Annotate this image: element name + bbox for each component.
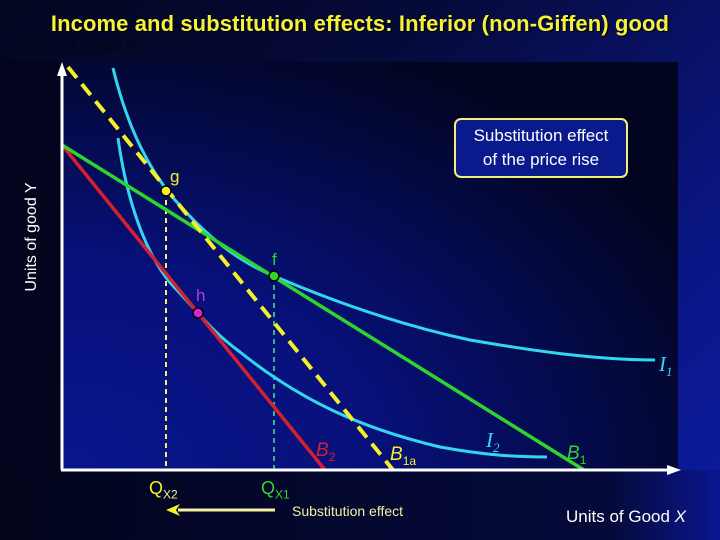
budget-line-b2 [60, 143, 327, 472]
label-b1: B1 [567, 443, 587, 467]
x-axis-label: Units of Good X [566, 507, 687, 526]
slide-title: Income and substitution effects: Inferio… [50, 11, 670, 36]
label-qx1: QX1 [261, 478, 290, 502]
ghost-y-label: Units of Good Y [16, 38, 137, 55]
label-g: g [170, 167, 180, 186]
budget-line-b1a [66, 65, 395, 472]
indifference-curve-i1 [111, 67, 656, 362]
left-margin [0, 60, 62, 470]
point-h [192, 307, 204, 319]
label-i1: I1 [659, 352, 673, 380]
substitution-effect-callout: Substitution effect of the price rise [454, 118, 628, 178]
label-b2: B2 [316, 440, 336, 464]
budget-line-b1 [61, 143, 585, 472]
substitution-effect-label: Substitution effect [292, 503, 404, 519]
y-axis-arrowhead-icon [57, 62, 67, 76]
arrow-left-icon [166, 504, 180, 516]
label-f: f [272, 250, 277, 269]
point-f [268, 270, 280, 282]
bottom-margin [0, 470, 720, 540]
point-g [160, 185, 172, 197]
label-i2: I2 [486, 428, 500, 456]
label-b1a: B1a [390, 444, 417, 468]
x-axis-arrowhead-icon [667, 465, 681, 475]
label-qx2: QX2 [149, 478, 178, 502]
y-axis-label: Units of good Y [23, 182, 40, 292]
label-h: h [196, 286, 206, 305]
